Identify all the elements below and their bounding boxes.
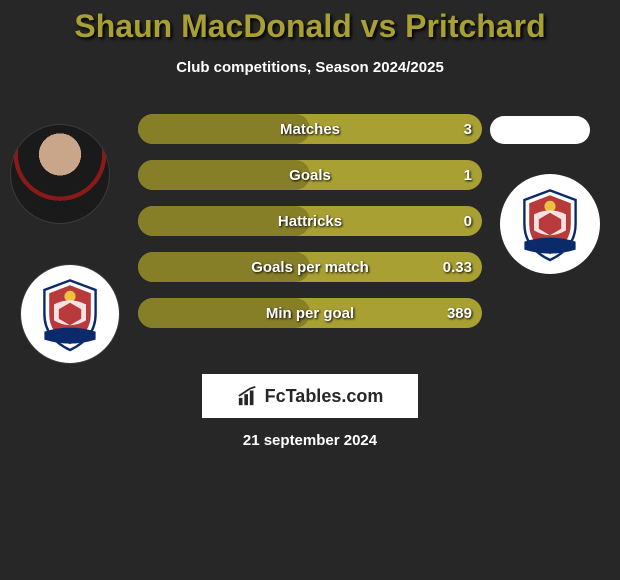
player1-photo (10, 124, 110, 224)
stat-value-left: 1 (464, 167, 472, 184)
stat-row-hattricks: Hattricks 0 (138, 206, 482, 236)
crest-icon (30, 274, 110, 354)
stat-value-left: 3 (464, 121, 472, 138)
barchart-icon (237, 385, 259, 407)
stat-bars: Matches 3 Goals 1 Hattricks 0 Goals per … (138, 114, 482, 344)
subtitle: Club competitions, Season 2024/2025 (0, 59, 620, 76)
stat-row-goals: Goals 1 (138, 160, 482, 190)
comparison-panel: Matches 3 Goals 1 Hattricks 0 Goals per … (0, 104, 620, 384)
source-logo: FcTables.com (202, 374, 418, 418)
stat-row-min-per-goal: Min per goal 389 (138, 298, 482, 328)
crest-icon (510, 184, 590, 264)
title-vs: vs (361, 8, 397, 44)
stat-label: Min per goal (266, 305, 354, 322)
stat-fill-left (138, 160, 310, 190)
player2-club-crest (500, 174, 600, 274)
stat-value-left: 389 (447, 305, 472, 322)
stat-label: Hattricks (278, 213, 342, 230)
title-player2: Pritchard (405, 8, 545, 44)
date-label: 21 september 2024 (243, 432, 377, 449)
stat-value-left: 0 (464, 213, 472, 230)
stat-value-left: 0.33 (443, 259, 472, 276)
stat-row-goals-per-match: Goals per match 0.33 (138, 252, 482, 282)
stat-row-matches: Matches 3 (138, 114, 482, 144)
stat-label: Matches (280, 121, 340, 138)
page-title: Shaun MacDonald vs Pritchard (0, 0, 620, 45)
title-player1: Shaun MacDonald (74, 8, 351, 44)
player1-club-crest (20, 264, 120, 364)
logo-text: FcTables.com (265, 386, 384, 407)
stat-label: Goals per match (251, 259, 369, 276)
player2-photo (490, 116, 590, 144)
stat-label: Goals (289, 167, 331, 184)
